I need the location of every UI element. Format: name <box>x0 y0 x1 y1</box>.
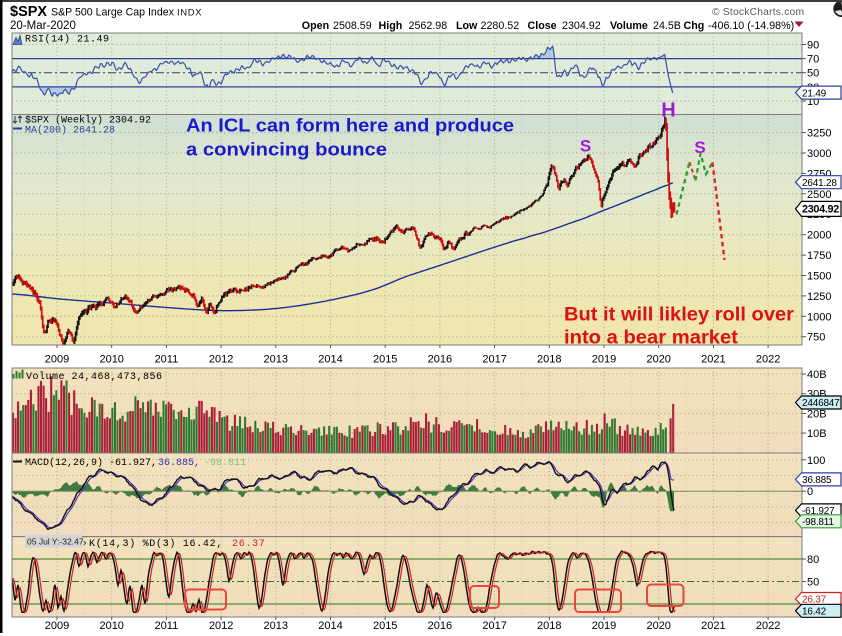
svg-text:10B: 10B <box>807 428 827 440</box>
svg-text:Close: Close <box>528 20 557 32</box>
svg-text:50: 50 <box>807 68 819 80</box>
svg-text:2016: 2016 <box>428 620 452 632</box>
svg-text:2016: 2016 <box>428 354 452 366</box>
svg-text:20-Mar-2020: 20-Mar-2020 <box>10 20 76 32</box>
svg-text:But it will likley roll over: But it will likley roll over <box>564 304 794 326</box>
svg-text:2010: 2010 <box>99 620 123 632</box>
svg-text:›: › <box>83 538 86 549</box>
svg-text:2022: 2022 <box>756 354 780 366</box>
svg-text:2020: 2020 <box>646 354 670 366</box>
svg-text:An ICL can form here and produ: An ICL can form here and produce <box>186 115 514 136</box>
svg-text:3000: 3000 <box>807 148 831 160</box>
svg-text:2009: 2009 <box>45 354 69 366</box>
svg-text:21.49: 21.49 <box>802 88 827 99</box>
svg-text:50: 50 <box>807 577 819 589</box>
svg-text:Open: Open <box>302 20 329 32</box>
svg-text:05 Jul Y:-32.47: 05 Jul Y:-32.47 <box>27 537 84 547</box>
svg-text:2021: 2021 <box>701 620 725 632</box>
svg-text:2013: 2013 <box>264 354 288 366</box>
svg-text:20B: 20B <box>807 408 827 420</box>
svg-text:2010: 2010 <box>99 354 123 366</box>
svg-text:-61.927: -61.927 <box>802 506 835 517</box>
svg-text:2011: 2011 <box>155 620 179 632</box>
svg-text:1750: 1750 <box>807 250 831 262</box>
svg-text:2018: 2018 <box>537 620 561 632</box>
svg-text:2562.98: 2562.98 <box>409 20 448 32</box>
svg-text:2280.52: 2280.52 <box>481 20 520 32</box>
svg-text:2014: 2014 <box>318 620 342 632</box>
svg-text:3250: 3250 <box>807 128 831 140</box>
svg-text:INDX: INDX <box>177 8 202 19</box>
svg-text:Chg: Chg <box>684 20 705 32</box>
svg-text:1000: 1000 <box>807 311 831 323</box>
svg-text:-98.811: -98.811 <box>802 517 834 528</box>
svg-text:90: 90 <box>807 40 819 52</box>
svg-text:-406.10 (-14.98%): -406.10 (-14.98%) <box>708 20 794 32</box>
svg-text:16.42: 16.42 <box>802 607 827 618</box>
svg-text:H: H <box>661 100 675 122</box>
svg-text:2017: 2017 <box>482 620 506 632</box>
svg-text:$SPX (Weekly) 2304.92: $SPX (Weekly) 2304.92 <box>25 114 151 126</box>
svg-text:2011: 2011 <box>155 354 179 366</box>
svg-text:2017: 2017 <box>482 354 506 366</box>
svg-text:a convincing bounce: a convincing bounce <box>186 139 387 160</box>
svg-text:S: S <box>694 138 705 157</box>
svg-text:MA(200) 2641.28: MA(200) 2641.28 <box>25 124 115 136</box>
svg-text:2021: 2021 <box>701 354 725 366</box>
svg-text:2012: 2012 <box>209 354 233 366</box>
svg-text:100: 100 <box>807 455 825 467</box>
svg-text:2009: 2009 <box>45 620 69 632</box>
svg-text:2446847: 2446847 <box>802 398 840 409</box>
svg-text:2018: 2018 <box>537 354 561 366</box>
svg-text:K(14,3) %D(3) 16.42,: K(14,3) %D(3) 16.42, <box>89 538 223 550</box>
svg-text:2304.92: 2304.92 <box>802 204 839 216</box>
svg-text:2000: 2000 <box>807 230 831 242</box>
svg-text:80: 80 <box>807 554 819 566</box>
svg-text:2013: 2013 <box>264 620 288 632</box>
svg-text:into a bear market: into a bear market <box>564 327 739 349</box>
svg-text:1500: 1500 <box>807 271 831 283</box>
svg-text:1250: 1250 <box>807 291 831 303</box>
svg-text:2019: 2019 <box>592 354 616 366</box>
svg-text:High: High <box>379 20 403 32</box>
svg-text:2014: 2014 <box>318 354 342 366</box>
svg-text:2020: 2020 <box>646 620 670 632</box>
svg-text:MACD(12,26,9) -61.927,: MACD(12,26,9) -61.927, <box>25 457 157 469</box>
svg-text:2500: 2500 <box>807 189 831 201</box>
svg-text:Low: Low <box>456 20 478 32</box>
svg-text:2015: 2015 <box>373 620 397 632</box>
svg-text:2022: 2022 <box>756 620 780 632</box>
svg-text:36.885: 36.885 <box>802 475 832 486</box>
svg-text:Volume 24,468,473,856: Volume 24,468,473,856 <box>26 371 163 383</box>
svg-text:2012: 2012 <box>209 620 233 632</box>
svg-text:2015: 2015 <box>373 354 397 366</box>
svg-text:$SPX: $SPX <box>10 4 47 20</box>
svg-text:© StockCharts.com: © StockCharts.com <box>712 7 804 18</box>
svg-text:S: S <box>580 137 591 156</box>
svg-text:40B: 40B <box>807 369 827 381</box>
svg-text:0: 0 <box>807 486 813 498</box>
svg-text:2304.92: 2304.92 <box>562 20 601 32</box>
svg-text:Volume: Volume <box>610 20 648 32</box>
svg-text:24.5B: 24.5B <box>653 20 681 32</box>
svg-text:36.885,: 36.885, <box>158 458 200 469</box>
svg-text:S&P 500 Large Cap Index: S&P 500 Large Cap Index <box>51 7 175 19</box>
svg-text:70: 70 <box>807 54 819 66</box>
svg-text:2019: 2019 <box>592 620 616 632</box>
svg-text:2508.59: 2508.59 <box>333 20 372 32</box>
svg-text:-98.811: -98.811 <box>204 458 246 469</box>
svg-text:26.37: 26.37 <box>232 539 266 550</box>
svg-text:26.37: 26.37 <box>802 595 827 606</box>
svg-text:2641.28: 2641.28 <box>802 178 837 189</box>
svg-text:RSI(14) 21.49: RSI(14) 21.49 <box>25 34 110 46</box>
svg-text:750: 750 <box>807 332 825 344</box>
